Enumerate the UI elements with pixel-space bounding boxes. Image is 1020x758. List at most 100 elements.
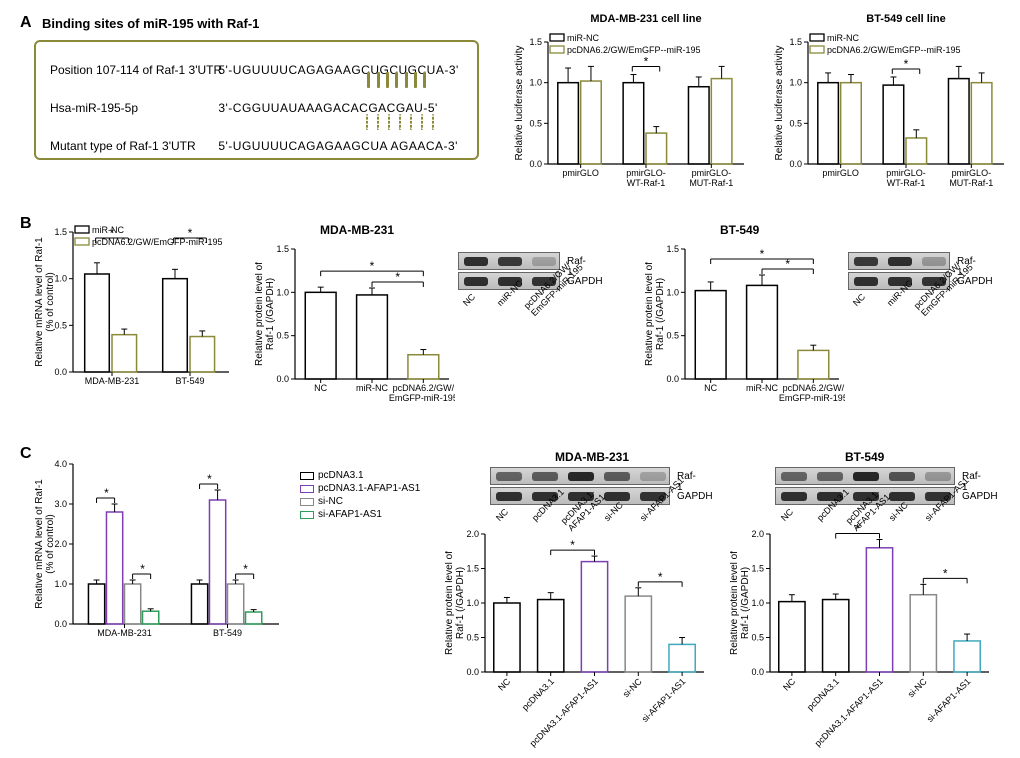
svg-text:miR-NC: miR-NC [746,383,778,393]
svg-text:WT-Raf-1: WT-Raf-1 [627,178,666,188]
svg-text:pcDNA3.1: pcDNA3.1 [520,676,556,712]
chart-a-bt: BT-549 cell linemiR-NCpcDNA6.2/GW/EmGFP-… [770,10,1010,200]
blot-row: Raf-1 [490,467,670,485]
legend-c: pcDNA3.1 pcDNA3.1-AFAP1-AS1 si-NC si-AFAP1-… [300,470,420,522]
svg-text:MUT-Raf-1: MUT-Raf-1 [689,178,733,188]
seq-text-2: 5'-UGUUUUCAGAGAAGCUA AGAACA-3' [218,139,458,153]
blot-b-bt: Raf-1GAPDHNCmiR-NCpcDNA6.2/GW/EmGFP-miR-… [848,252,988,292]
seq-row-2: Mutant type of Raf-1 3'UTR 5'-UGUUUUCAGA… [50,139,463,153]
svg-text:1.5: 1.5 [751,564,764,574]
svg-text:0.0: 0.0 [54,367,67,377]
svg-text:*: * [658,570,663,584]
svg-text:0.0: 0.0 [529,159,542,169]
svg-text:Relative luciferase activity: Relative luciferase activity [514,45,525,160]
svg-text:*: * [370,259,375,273]
svg-text:*: * [110,226,115,240]
svg-text:Relative protein level ofRaf-1: Relative protein level ofRaf-1 (/GAPDH) [730,551,751,655]
blot-c-bt: Raf-1GAPDHNCpcDNA3.1pcDNA3.1-AFAP1-AS1si… [775,467,975,507]
pairing-dotted [361,114,438,133]
svg-text:1.5: 1.5 [54,227,67,237]
svg-text:si-AFAP1-AS1: si-AFAP1-AS1 [640,676,688,724]
panel-b-label: B [20,215,32,233]
legend-item: pcDNA3.1 [300,470,420,481]
seq-label-2: Mutant type of Raf-1 3'UTR [50,139,215,153]
binding-title: Binding sites of miR-195 with Raf-1 [42,16,259,31]
chart-b-protein-bt: 0.00.51.01.5Relative protein level ofRaf… [645,235,845,415]
svg-text:1.5: 1.5 [466,564,479,574]
svg-text:NC: NC [314,383,327,393]
svg-text:EmGFP-miR-195: EmGFP-miR-195 [779,393,845,403]
svg-text:miR-NC: miR-NC [92,225,124,235]
svg-text:0.5: 0.5 [751,633,764,643]
svg-text:BT-549: BT-549 [213,628,242,638]
svg-text:*: * [570,538,575,552]
svg-text:0.5: 0.5 [54,320,67,330]
legend-label: pcDNA3.1-AFAP1-AS1 [318,483,420,494]
svg-text:si-NC: si-NC [621,676,644,699]
svg-text:1.0: 1.0 [529,78,542,88]
svg-text:miR-NC: miR-NC [567,33,599,43]
svg-text:pmirGLO-: pmirGLO- [886,168,926,178]
svg-text:pmirGLO: pmirGLO [822,168,859,178]
svg-text:Relative protein level ofRaf-1: Relative protein level ofRaf-1 (/GAPDH) [255,262,276,366]
chart-c-bt-title: BT-549 [845,450,884,464]
svg-text:si-AFAP1-AS1: si-AFAP1-AS1 [925,676,973,724]
pairing-solid [364,72,430,91]
svg-text:miR-NC: miR-NC [827,33,859,43]
chart-c-mrna: 0.01.02.03.04.0Relative mRNA level of Ra… [35,450,285,660]
svg-text:1.0: 1.0 [276,287,289,297]
svg-text:EmGFP-miR-195: EmGFP-miR-195 [389,393,455,403]
seq-label-0: Position 107-114 of Raf-1 3'UTR [50,63,215,77]
svg-text:0.5: 0.5 [466,633,479,643]
panel-c-label: C [20,445,32,463]
seq-text-1: 3'-CGGUUAUAAAGACACGACGAU-5' [218,101,437,115]
svg-text:NC: NC [781,676,798,693]
svg-text:*: * [140,562,145,576]
svg-text:1.0: 1.0 [751,598,764,608]
chart-b-mrna: miR-NCpcDNA6.2/GW/EmGFP-miR-1950.00.51.0… [35,218,235,408]
blot-lane-label: NC [851,292,867,308]
svg-text:1.5: 1.5 [789,37,802,47]
blot-protein-label: GAPDH [677,491,713,502]
svg-text:1.0: 1.0 [466,598,479,608]
svg-text:0.0: 0.0 [276,374,289,384]
svg-text:*: * [855,522,860,536]
svg-text:MDA-MB-231: MDA-MB-231 [97,628,152,638]
svg-text:Relative luciferase activity: Relative luciferase activity [774,45,785,160]
svg-text:pmirGLO: pmirGLO [562,168,599,178]
svg-text:pmirGLO-: pmirGLO- [626,168,666,178]
svg-text:Relative mRNA level of Raf-1(%: Relative mRNA level of Raf-1(% of contro… [35,479,56,609]
chart-b-protein-mda: 0.00.51.01.5Relative protein level ofRaf… [255,235,455,415]
blot-row: Raf-1 [458,252,560,270]
legend-swatch [300,511,314,519]
svg-text:pcDNA6.2/GW/EmGFP--miR-195: pcDNA6.2/GW/EmGFP--miR-195 [567,45,701,55]
legend-swatch [300,485,314,493]
binding-box: Position 107-114 of Raf-1 3'UTR 5'-UGUUU… [34,40,479,160]
blot-row: Raf-1 [775,467,955,485]
legend-label: pcDNA3.1 [318,470,364,481]
legend-item: si-AFAP1-AS1 [300,509,420,520]
svg-text:*: * [785,257,790,271]
svg-text:*: * [943,566,948,580]
legend-label: si-AFAP1-AS1 [318,509,382,520]
svg-text:MUT-Raf-1: MUT-Raf-1 [949,178,993,188]
svg-text:*: * [760,247,765,261]
svg-text:Relative protein level ofRaf-1: Relative protein level ofRaf-1 (/GAPDH) [445,551,466,655]
svg-text:*: * [395,270,400,284]
svg-text:pcDNA3.1: pcDNA3.1 [805,676,841,712]
svg-text:si-NC: si-NC [906,676,929,699]
svg-text:1.5: 1.5 [276,244,289,254]
blot-protein-label: GAPDH [962,491,998,502]
svg-text:0.0: 0.0 [789,159,802,169]
svg-text:0.0: 0.0 [466,667,479,677]
svg-text:pmirGLO-: pmirGLO- [692,168,732,178]
svg-text:1.0: 1.0 [54,274,67,284]
svg-text:miR-NC: miR-NC [356,383,388,393]
svg-text:0.5: 0.5 [529,118,542,128]
svg-text:0.0: 0.0 [666,374,679,384]
svg-text:1.0: 1.0 [54,579,67,589]
svg-text:Relative protein level ofRaf-1: Relative protein level ofRaf-1 (/GAPDH) [645,262,666,366]
svg-text:MDA-MB-231: MDA-MB-231 [85,376,140,386]
svg-text:pmirGLO-: pmirGLO- [952,168,992,178]
legend-item: si-NC [300,496,420,507]
